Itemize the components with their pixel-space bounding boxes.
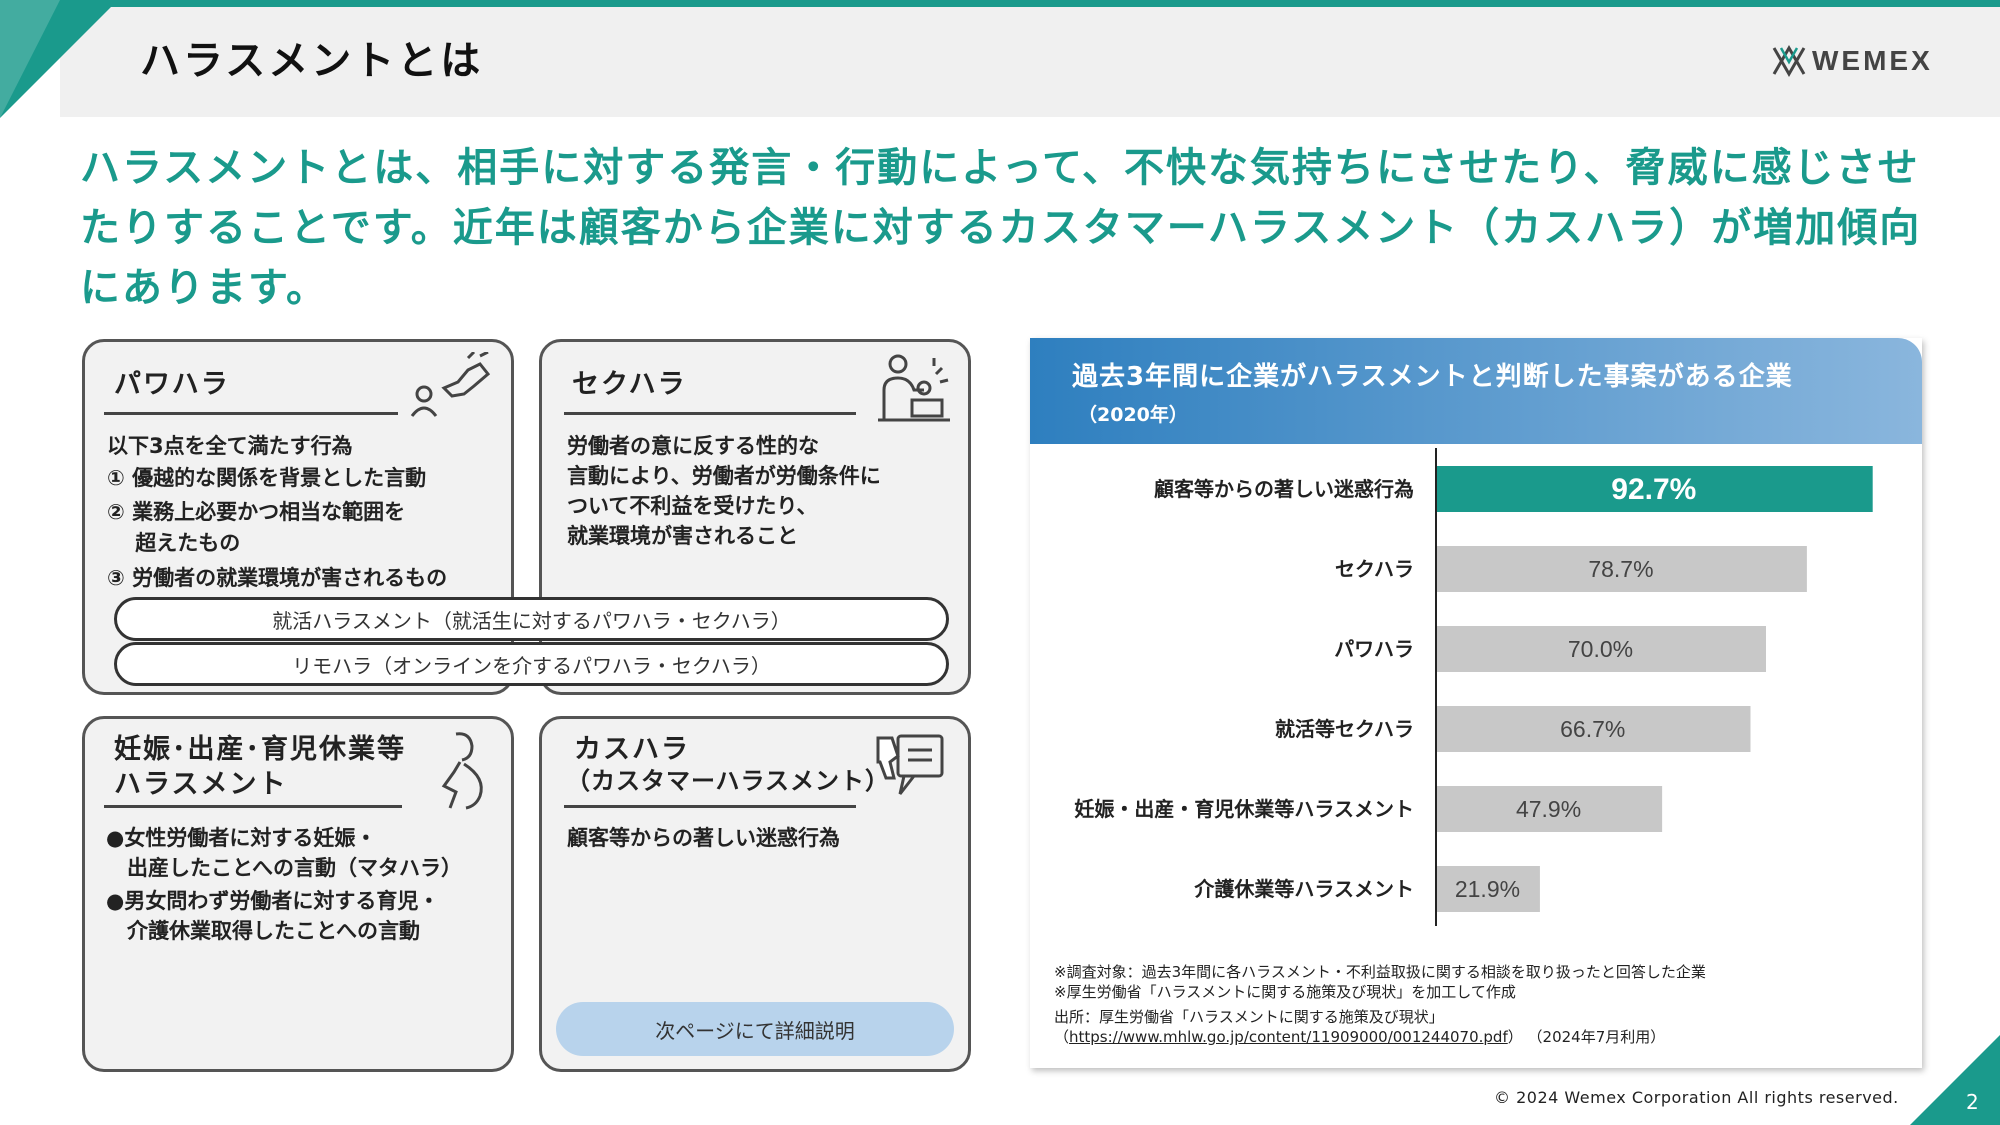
top-accent-line <box>0 0 2000 7</box>
card-maternity-harassment <box>82 716 514 1072</box>
card-divider <box>104 412 398 415</box>
card-text-line: ●女性労働者に対する妊娠・ <box>106 826 377 850</box>
wemex-logo-icon <box>1772 44 1806 78</box>
office-worker-icon <box>878 354 950 422</box>
card-text-line: ② 業務上必要かつ相当な範囲を <box>107 500 406 524</box>
thumbs-down-icon <box>876 734 944 795</box>
card-divider <box>564 805 856 808</box>
chart-category-label: 妊娠・出産・育児休業等ハラスメント <box>1074 797 1414 821</box>
pill-job-hunting-harassment: 就活ハラスメント（就活生に対するパワハラ・セクハラ） <box>114 597 949 641</box>
logo-text: WEMEX <box>1812 45 1933 76</box>
chart-value-label: 47.9% <box>1516 796 1581 822</box>
page-title: ハラスメントとは <box>140 38 484 84</box>
corner-decoration <box>0 0 118 118</box>
source-suffix: （2024年7月利用） <box>1527 1028 1666 1046</box>
bar-chart: 顧客等からの著しい迷惑行為 92.7% セクハラ 78.7% パワハラ 70.0% 就活等セ… <box>1074 448 1873 926</box>
card-text-line: ③ 労働者の就業環境が害されるもの <box>107 566 448 590</box>
card-text-line: ●男女問わず労働者に対する育児・ <box>106 889 440 913</box>
chart-value-label: 66.7% <box>1560 716 1625 742</box>
chart-value-label: 78.7% <box>1588 556 1653 582</box>
card-title-sexual: セクハラ <box>572 369 687 400</box>
header-bar <box>60 7 2000 117</box>
pointing-hand-icon <box>410 352 491 417</box>
card-divider <box>104 805 402 808</box>
card-text-line: 出産したことへの言動（マタハラ） <box>106 856 462 880</box>
card-text-line: 就業環境が害されること <box>567 524 798 548</box>
chart-category-label: 介護休業等ハラスメント <box>1193 877 1414 901</box>
wemex-logo: WEMEX <box>1772 44 1933 78</box>
chart-bar <box>1437 546 1807 592</box>
chart-bar <box>1437 626 1766 672</box>
chart-panel: 過去3年間に企業がハラスメントと判断した事案がある企業 （2020年） 顧客等か… <box>1030 338 1922 1068</box>
card-text-line: ついて不利益を受けたり、 <box>567 494 818 518</box>
chart-note: 出所：厚生労働省「ハラスメントに関する施策及び現状」 <box>1054 1008 1444 1026</box>
card-text-line: 以下3点を全て満たす行為 <box>107 434 353 458</box>
chart-bar <box>1437 706 1751 752</box>
pregnant-woman-icon <box>441 732 483 810</box>
card-title-customer: カスハラ <box>574 734 690 765</box>
chart-bar <box>1437 466 1873 512</box>
chart-subtitle: （2020年） <box>1078 404 1188 426</box>
source-link[interactable]: https://www.mhlw.go.jp/content/11909000/… <box>1069 1028 1508 1046</box>
card-text-line: 介護休業取得したことへの言動 <box>106 919 420 943</box>
card-text-line: 超えたもの <box>107 531 241 555</box>
chart-value-label: 92.7% <box>1611 473 1696 506</box>
card-title-customer-line2: （カスタマーハラスメント） <box>566 767 891 795</box>
chart-note: ※調査対象：過去3年間に各ハラスメント・不利益取扱に関する相談を取り扱ったと回答… <box>1054 963 1706 981</box>
chart-title: 過去3年間に企業がハラスメントと判断した事案がある企業 <box>1072 362 1793 392</box>
chart-notes: ※調査対象：過去3年間に各ハラスメント・不利益取扱に関する相談を取り扱ったと回答… <box>1054 962 1706 1047</box>
chart-value-label: 21.9% <box>1455 876 1520 902</box>
chart-source: （https://www.mhlw.go.jp/content/11909000… <box>1054 1028 1666 1046</box>
corner-decoration-highlight <box>0 0 60 118</box>
detail-next-page-button[interactable]: 次ページにて詳細説明 <box>556 1002 954 1056</box>
card-title-maternity: 妊娠･出産･育児休業等 <box>114 734 406 765</box>
lead-text: ハラスメントとは、相手に対する発言・行動によって、不快な気持ちにさせたり、脅威に… <box>80 145 1922 311</box>
card-divider <box>564 412 856 415</box>
chart-category-label: パワハラ <box>1334 637 1414 661</box>
chart-value-label: 70.0% <box>1568 636 1633 662</box>
card-text-line: 労働者の意に反する性的な <box>567 434 819 458</box>
chart-category-label: 顧客等からの著しい迷惑行為 <box>1154 477 1414 501</box>
card-text-line: ① 優越的な関係を背景とした言動 <box>107 466 427 490</box>
chart-note: ※厚生労働省「ハラスメントに関する施策及び現状」を加工して作成 <box>1054 983 1516 1001</box>
chart-category-label: 就活等セクハラ <box>1275 717 1414 741</box>
chart-header: 過去3年間に企業がハラスメントと判断した事案がある企業 （2020年） <box>1030 338 1922 444</box>
card-text-line: 言動により、労働者が労働条件に <box>567 464 881 488</box>
chart-category-label: セクハラ <box>1335 557 1414 581</box>
corner-decoration-bottom <box>1910 1035 2000 1125</box>
chart-bar <box>1437 786 1663 832</box>
card-title-maternity-line2: ハラスメント <box>114 769 288 800</box>
copyright: © 2024 Wemex Corporation All rights rese… <box>1494 1088 1899 1107</box>
card-text-line: 顧客等からの著しい迷惑行為 <box>567 826 840 850</box>
chart-bar <box>1437 866 1540 912</box>
page-number: 2 <box>1966 1090 1979 1114</box>
card-title-power: パワハラ <box>114 369 230 400</box>
pill-remote-harassment: リモハラ（オンラインを介するパワハラ・セクハラ） <box>114 642 949 686</box>
